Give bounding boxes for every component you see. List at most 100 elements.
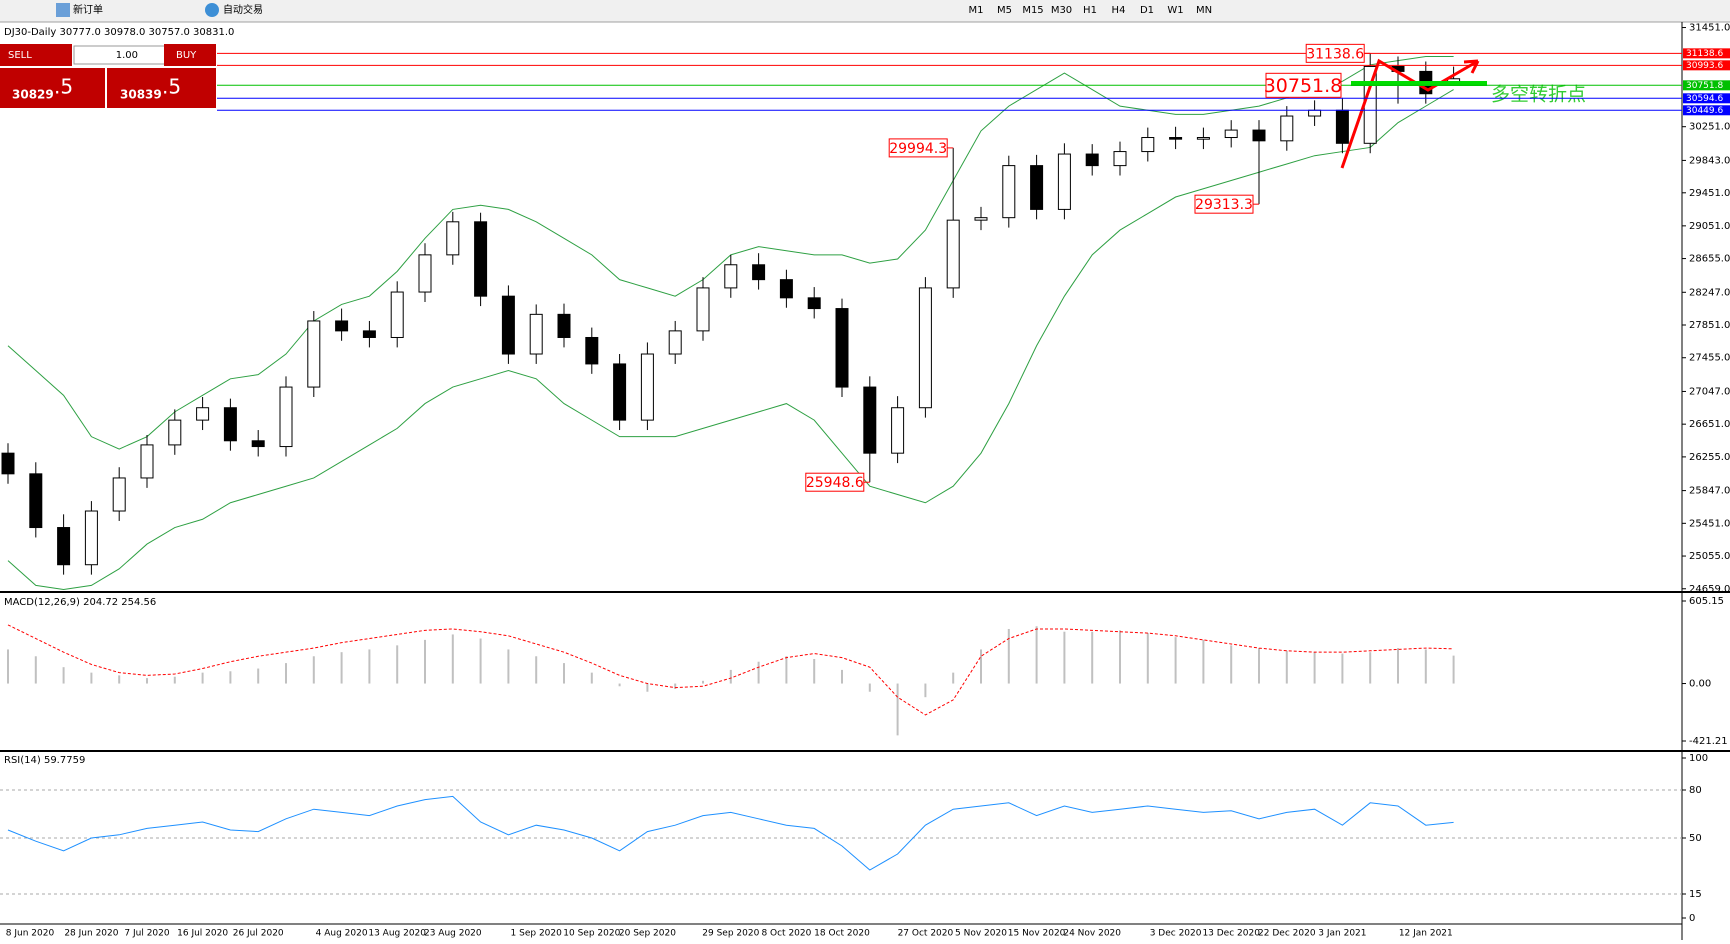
ask-price-fraction[interactable]: .5 <box>162 75 181 99</box>
candle-body <box>835 308 849 388</box>
x-tick-label: 29 Sep 2020 <box>702 929 759 939</box>
timeframe-button[interactable]: M5 <box>997 5 1012 16</box>
price-annotation: 31138.6 <box>1306 46 1364 62</box>
bid-price-fraction[interactable]: .5 <box>54 75 73 99</box>
arrow-head <box>1463 59 1480 74</box>
sell-label[interactable]: SELL <box>8 50 32 61</box>
y-tick-label: 28655.0 <box>1689 254 1730 265</box>
y-tick-label: 25451.0 <box>1689 518 1730 529</box>
timeframe-button[interactable]: M15 <box>1022 5 1043 16</box>
auto-trading-button[interactable]: 自动交易 <box>223 3 263 16</box>
bollinger-upper <box>7 56 1454 450</box>
y-tick-label: 26651.0 <box>1689 419 1730 430</box>
candle-body <box>696 287 710 332</box>
candle-body <box>724 264 738 289</box>
level-label-box <box>1683 48 1730 59</box>
level-label: 30449.6 <box>1686 106 1723 116</box>
x-tick-label: 18 Oct 2020 <box>814 929 870 939</box>
level-label-box <box>1683 80 1730 91</box>
symbol-info: DJ30-Daily 30777.0 30978.0 30757.0 30831… <box>4 27 234 38</box>
new-order-icon[interactable] <box>56 3 70 17</box>
new-order-button[interactable]: 新订单 <box>73 3 103 16</box>
x-tick-label: 7 Jul 2020 <box>124 929 169 939</box>
x-tick-label: 5 Nov 2020 <box>955 929 1007 939</box>
x-tick-label: 10 Sep 2020 <box>563 929 620 939</box>
auto-trading-icon[interactable] <box>205 3 219 17</box>
candle-body <box>1169 137 1183 140</box>
candle-body <box>1085 153 1099 167</box>
price-annotation: 25948.6 <box>806 475 864 491</box>
level-label: 30751.8 <box>1686 81 1723 91</box>
bid-price[interactable]: 30829 <box>12 88 54 102</box>
x-tick-label: 13 Aug 2020 <box>368 929 426 939</box>
x-tick-label: 8 Jun 2020 <box>6 929 55 939</box>
y-tick-label: 29051.0 <box>1689 221 1730 232</box>
y-tick-label: 26255.0 <box>1689 452 1730 463</box>
x-tick-label: 8 Oct 2020 <box>761 929 811 939</box>
macd-title: MACD(12,26,9) 204.72 254.56 <box>4 597 156 608</box>
lot-value[interactable]: 1.00 <box>116 50 138 61</box>
y-tick-label: 31451.0 <box>1689 23 1730 34</box>
candle-body <box>362 330 376 338</box>
candle-body <box>529 313 543 355</box>
y-tick-label: -421.21 <box>1689 736 1728 747</box>
candle-body <box>335 320 349 332</box>
price-annotation-box <box>1305 43 1365 63</box>
timeframe-button[interactable]: H4 <box>1112 5 1126 16</box>
x-tick-label: 27 Oct 2020 <box>898 929 954 939</box>
bollinger-lower <box>7 89 1454 591</box>
timeframe-button[interactable]: M30 <box>1051 5 1072 16</box>
candle-body <box>1002 165 1016 219</box>
x-tick-label: 12 Jan 2021 <box>1399 929 1453 939</box>
bid-box[interactable] <box>0 68 105 108</box>
candle-body <box>918 287 932 409</box>
y-tick-label: 605.15 <box>1689 596 1724 607</box>
drawn-arrow <box>1340 58 1479 169</box>
candle-body <box>196 407 210 421</box>
level-label-box <box>1683 60 1730 71</box>
price-annotation-box <box>805 472 865 492</box>
x-tick-label: 3 Dec 2020 <box>1150 929 1202 939</box>
y-tick-label: 24659.0 <box>1689 584 1730 595</box>
y-tick-label: 100 <box>1689 753 1708 764</box>
price-annotation-box <box>888 138 948 158</box>
candle-body <box>752 264 766 281</box>
x-tick-label: 13 Dec 2020 <box>1202 929 1260 939</box>
candle-body <box>974 217 988 221</box>
candle-body <box>668 330 682 355</box>
candle-body <box>946 219 960 289</box>
timeframe-button[interactable]: M1 <box>969 5 984 16</box>
price-annotation-box <box>1194 194 1254 214</box>
candle-body <box>84 510 98 566</box>
buy-button[interactable] <box>164 44 216 66</box>
timeframe-button[interactable]: MN <box>1196 5 1212 16</box>
candle-body <box>1113 151 1127 167</box>
ask-price[interactable]: 30839 <box>120 88 162 102</box>
y-tick-label: 27047.0 <box>1689 386 1730 397</box>
y-tick-label: 80 <box>1689 785 1702 796</box>
price-annotation: 29994.3 <box>889 141 947 157</box>
ask-box[interactable] <box>107 68 216 108</box>
x-tick-label: 3 Jan 2021 <box>1318 929 1366 939</box>
y-tick-label: 0.00 <box>1689 679 1711 690</box>
candle-body <box>891 407 905 454</box>
x-tick-label: 15 Nov 2020 <box>1008 929 1066 939</box>
y-tick-label: 28247.0 <box>1689 287 1730 298</box>
timeframe-button[interactable]: W1 <box>1167 5 1183 16</box>
timeframe-button[interactable]: D1 <box>1140 5 1154 16</box>
candle-body <box>1141 137 1155 153</box>
sell-button[interactable] <box>0 44 72 66</box>
timeframe-button[interactable]: H1 <box>1083 5 1097 16</box>
x-tick-label: 28 Jun 2020 <box>64 929 118 939</box>
trade-panel: SELL 1.00 BUY 30829 .5 30839 .5 <box>0 44 216 108</box>
candle-body <box>1196 137 1210 140</box>
y-tick-label: 15 <box>1689 889 1702 900</box>
buy-label[interactable]: BUY <box>176 50 197 61</box>
candle-body <box>585 336 599 365</box>
candle-body <box>1280 115 1294 142</box>
price-annotation: 29313.3 <box>1195 197 1253 213</box>
candle-body <box>1057 153 1071 210</box>
y-tick-label: 29843.0 <box>1689 155 1730 166</box>
y-tick-label: 0 <box>1689 913 1695 924</box>
